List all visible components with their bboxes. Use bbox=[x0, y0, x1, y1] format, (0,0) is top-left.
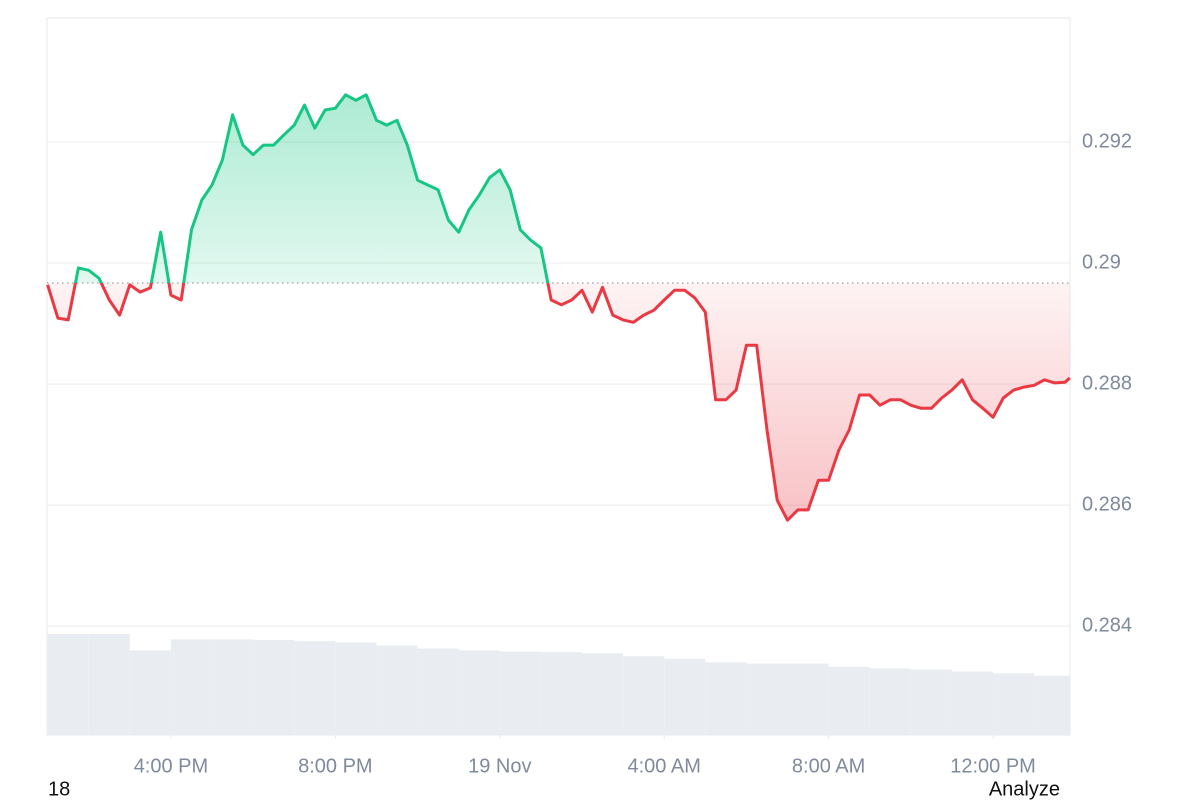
x-tick-label: 4:00 AM bbox=[628, 755, 701, 777]
volume-bar bbox=[581, 653, 624, 735]
footer-left: 18 bbox=[48, 778, 70, 800]
volume-bar bbox=[499, 651, 541, 735]
x-tick-label: 8:00 AM bbox=[792, 755, 865, 777]
y-tick-label: 0.286 bbox=[1082, 493, 1132, 515]
volume-bar bbox=[951, 671, 994, 735]
volume-bar bbox=[705, 662, 747, 735]
volume-bar bbox=[623, 656, 665, 735]
y-tick-label: 0.284 bbox=[1082, 614, 1132, 636]
volume-bar bbox=[664, 658, 706, 735]
volume-bar bbox=[458, 650, 500, 735]
volume-bar bbox=[787, 663, 829, 735]
volume-bar bbox=[47, 633, 89, 735]
price-line bbox=[46, 93, 1071, 522]
x-tick-label: 8:00 PM bbox=[298, 755, 372, 777]
x-tick-label: 4:00 PM bbox=[134, 755, 208, 777]
volume-bar bbox=[253, 640, 295, 735]
y-tick-label: 0.288 bbox=[1082, 372, 1132, 394]
volume-bar bbox=[910, 669, 952, 735]
volume-bar bbox=[993, 673, 1035, 735]
analyze-link[interactable]: Analyze bbox=[989, 778, 1060, 800]
volume-bar bbox=[540, 652, 582, 735]
volume-bar bbox=[828, 666, 870, 735]
volume-bar bbox=[746, 663, 788, 735]
x-tick-label: 12:00 PM bbox=[950, 755, 1036, 777]
x-tick-label: 19 Nov bbox=[468, 755, 531, 777]
y-tick-label: 0.29 bbox=[1082, 251, 1121, 273]
volume-bar bbox=[212, 639, 254, 735]
volume-bar bbox=[294, 641, 336, 735]
volume-bar bbox=[417, 648, 459, 735]
volume-bar bbox=[869, 668, 911, 735]
volume-bar bbox=[335, 642, 377, 735]
y-tick-label: 0.292 bbox=[1082, 130, 1132, 152]
volume-bar bbox=[1034, 675, 1070, 735]
volume-bar bbox=[88, 633, 130, 735]
volume-bar bbox=[170, 639, 213, 735]
volume-bar bbox=[129, 650, 171, 735]
volume-bar bbox=[376, 645, 418, 735]
price-area bbox=[47, 94, 1070, 521]
